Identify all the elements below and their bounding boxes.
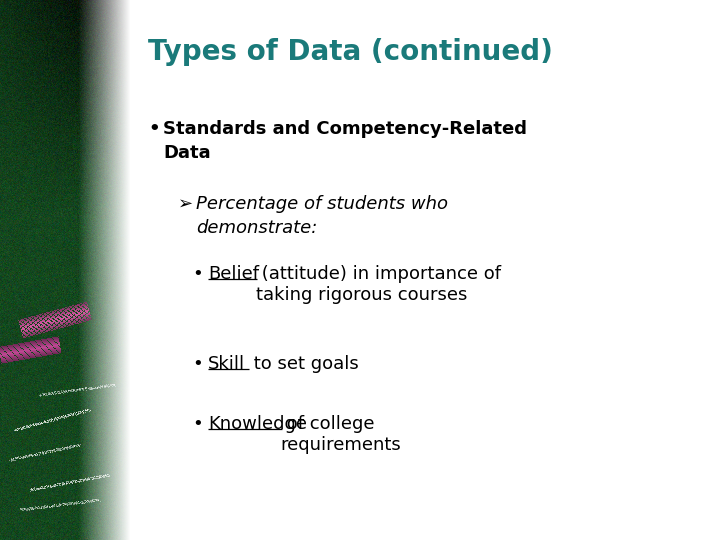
Text: •: • [148, 120, 160, 138]
Text: •: • [192, 415, 203, 433]
Text: Types of Data (continued): Types of Data (continued) [148, 38, 553, 66]
Text: Percentage of students who
demonstrate:: Percentage of students who demonstrate: [196, 195, 448, 237]
Text: to set goals: to set goals [248, 355, 359, 373]
Text: Knowledge: Knowledge [208, 415, 307, 433]
Text: of college
requirements: of college requirements [281, 415, 401, 454]
Text: Skill: Skill [208, 355, 245, 373]
Text: Belief: Belief [208, 265, 259, 283]
Text: •: • [192, 265, 203, 283]
Text: ➢: ➢ [178, 195, 193, 213]
Text: •: • [192, 355, 203, 373]
Text: Standards and Competency-Related
Data: Standards and Competency-Related Data [163, 120, 527, 163]
Text: (attitude) in importance of
taking rigorous courses: (attitude) in importance of taking rigor… [256, 265, 501, 304]
